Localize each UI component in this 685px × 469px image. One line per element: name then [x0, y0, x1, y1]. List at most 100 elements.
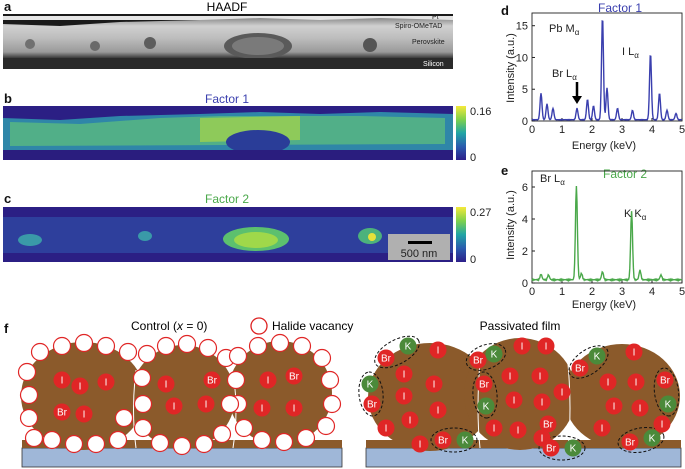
iodide-ion-label: I — [61, 376, 64, 387]
passivation-pair-outline — [617, 426, 665, 454]
iodide-ion-icon — [429, 401, 447, 419]
x-tick-label: 5 — [679, 124, 685, 136]
bromide-ion-label: Br — [543, 420, 554, 431]
halide-vacancy-icon — [96, 336, 116, 356]
halide-vacancy-icon — [234, 418, 254, 438]
iodide-ion-label: I — [639, 404, 642, 415]
iodide-ion-icon — [401, 411, 419, 429]
peak-annotation: Br Lα — [540, 173, 565, 187]
iodide-ion-icon — [593, 419, 611, 437]
panel-a-title: HAADF — [207, 0, 248, 14]
halide-vacancy-icon — [17, 362, 37, 382]
panel-f-letter: f — [4, 321, 9, 336]
y-tick-label: 2 — [522, 246, 528, 258]
peak-annotation: Br Lα — [552, 68, 577, 82]
iodide-ion-label: I — [437, 406, 440, 417]
potassium-ion-label: K — [462, 436, 469, 447]
potassium-ion-icon — [564, 439, 582, 457]
iodide-ion-icon — [533, 393, 551, 411]
potassium-ion-label: K — [649, 434, 656, 445]
iodide-ion-icon — [97, 373, 115, 391]
peak-annotation: Pb Mα — [549, 23, 580, 37]
potassium-ion-icon — [361, 375, 379, 393]
bromide-ion-icon — [434, 431, 452, 449]
iodide-ion-label: I — [433, 380, 436, 391]
halide-vacancy-icon — [156, 336, 176, 356]
panel-c: c Factor 2 500 nm 0.27 0 — [3, 191, 491, 266]
scalebar-label: 500 nm — [401, 248, 438, 260]
halide-vacancy-icon — [150, 433, 170, 453]
potassium-ion-icon — [659, 395, 677, 413]
passivation-pair-outline — [472, 371, 498, 419]
bromide-ion-icon — [539, 415, 557, 433]
halide-vacancy-icon — [292, 336, 312, 356]
iodide-ion-icon — [429, 341, 447, 359]
halide-vacancy-icon — [194, 434, 214, 454]
bromide-ion-icon — [363, 395, 381, 413]
potassium-ion-icon — [477, 397, 495, 415]
panel-b-title: Factor 1 — [205, 92, 249, 106]
y-tick-label: 5 — [522, 84, 528, 96]
iodide-ion-icon — [411, 435, 429, 453]
factor2-colorbar-max: 0.27 — [470, 207, 491, 219]
x-tick-label: 3 — [619, 124, 625, 136]
x-tick-label: 5 — [679, 286, 685, 298]
iodide-ion-icon — [653, 415, 671, 433]
passivated-label: Passivated film — [480, 319, 561, 333]
x-tick-label: 0 — [529, 124, 535, 136]
iodide-ion-label: I — [545, 342, 548, 353]
bromide-ion-label: Br — [625, 438, 636, 449]
panel-d-title: Factor 1 — [598, 1, 642, 15]
halide-vacancy-icon — [312, 348, 332, 368]
halide-vacancy-icon — [137, 344, 157, 364]
iodide-ion-label: I — [403, 392, 406, 403]
scalebar-box — [388, 234, 450, 260]
iodide-ion-label: I — [173, 402, 176, 413]
iodide-ion-icon — [395, 387, 413, 405]
y-tick-label: 15 — [516, 21, 528, 33]
iodide-ion-label: I — [105, 378, 108, 389]
y-tick-label: 10 — [516, 52, 528, 64]
iodide-ion-icon — [625, 343, 643, 361]
panel-e-chart: e Factor 2 Intensity (a.u.) Energy (keV)… — [501, 163, 685, 311]
panel-b: b Factor 1 0.16 0 — [3, 91, 491, 164]
iodide-ion-icon — [501, 367, 519, 385]
iodide-ion-label: I — [513, 396, 516, 407]
passivated-substrate — [365, 447, 682, 468]
bromide-ion-label: Br — [207, 376, 218, 387]
panel-e-xlabel: Energy (keV) — [572, 299, 636, 311]
halide-vacancy-icon — [133, 418, 153, 438]
iodide-ion-icon — [553, 383, 571, 401]
potassium-ion-label: K — [367, 380, 374, 391]
iodide-ion-label: I — [607, 378, 610, 389]
passivation-pair-outline — [430, 427, 478, 453]
control-film: II IBr II BrI II BrI I — [17, 333, 342, 456]
panel-c-letter: c — [4, 191, 11, 206]
iodide-ion-icon — [285, 399, 303, 417]
iodide-ion-label: I — [79, 382, 82, 393]
y-tick-label: 0 — [522, 278, 528, 290]
iodide-ion-label: I — [419, 440, 422, 451]
halide-vacancy-icon — [19, 385, 39, 405]
potassium-ion-label: K — [594, 352, 601, 363]
iodide-ion-icon — [157, 375, 175, 393]
halide-vacancy-icon — [212, 424, 232, 444]
control-grain — [21, 342, 145, 450]
iodide-ion-icon — [165, 397, 183, 415]
legend-vacancy-label: Halide vacancy — [272, 319, 353, 333]
x-tick-label: 4 — [649, 124, 655, 136]
iodide-ion-icon — [533, 429, 551, 447]
halide-vacancy-icon — [52, 336, 72, 356]
halide-vacancy-icon — [296, 428, 316, 448]
iodide-ion-icon — [485, 419, 503, 437]
y-tick-label: 6 — [522, 182, 528, 194]
bromide-ion-icon — [475, 375, 493, 393]
iodide-ion-icon — [425, 375, 443, 393]
passivation-pair-outline — [358, 371, 384, 417]
bromide-ion-icon — [621, 433, 639, 451]
halide-vacancy-icon — [24, 428, 44, 448]
panel-e-letter: e — [501, 163, 508, 178]
halide-vacancy-icon — [74, 333, 94, 353]
